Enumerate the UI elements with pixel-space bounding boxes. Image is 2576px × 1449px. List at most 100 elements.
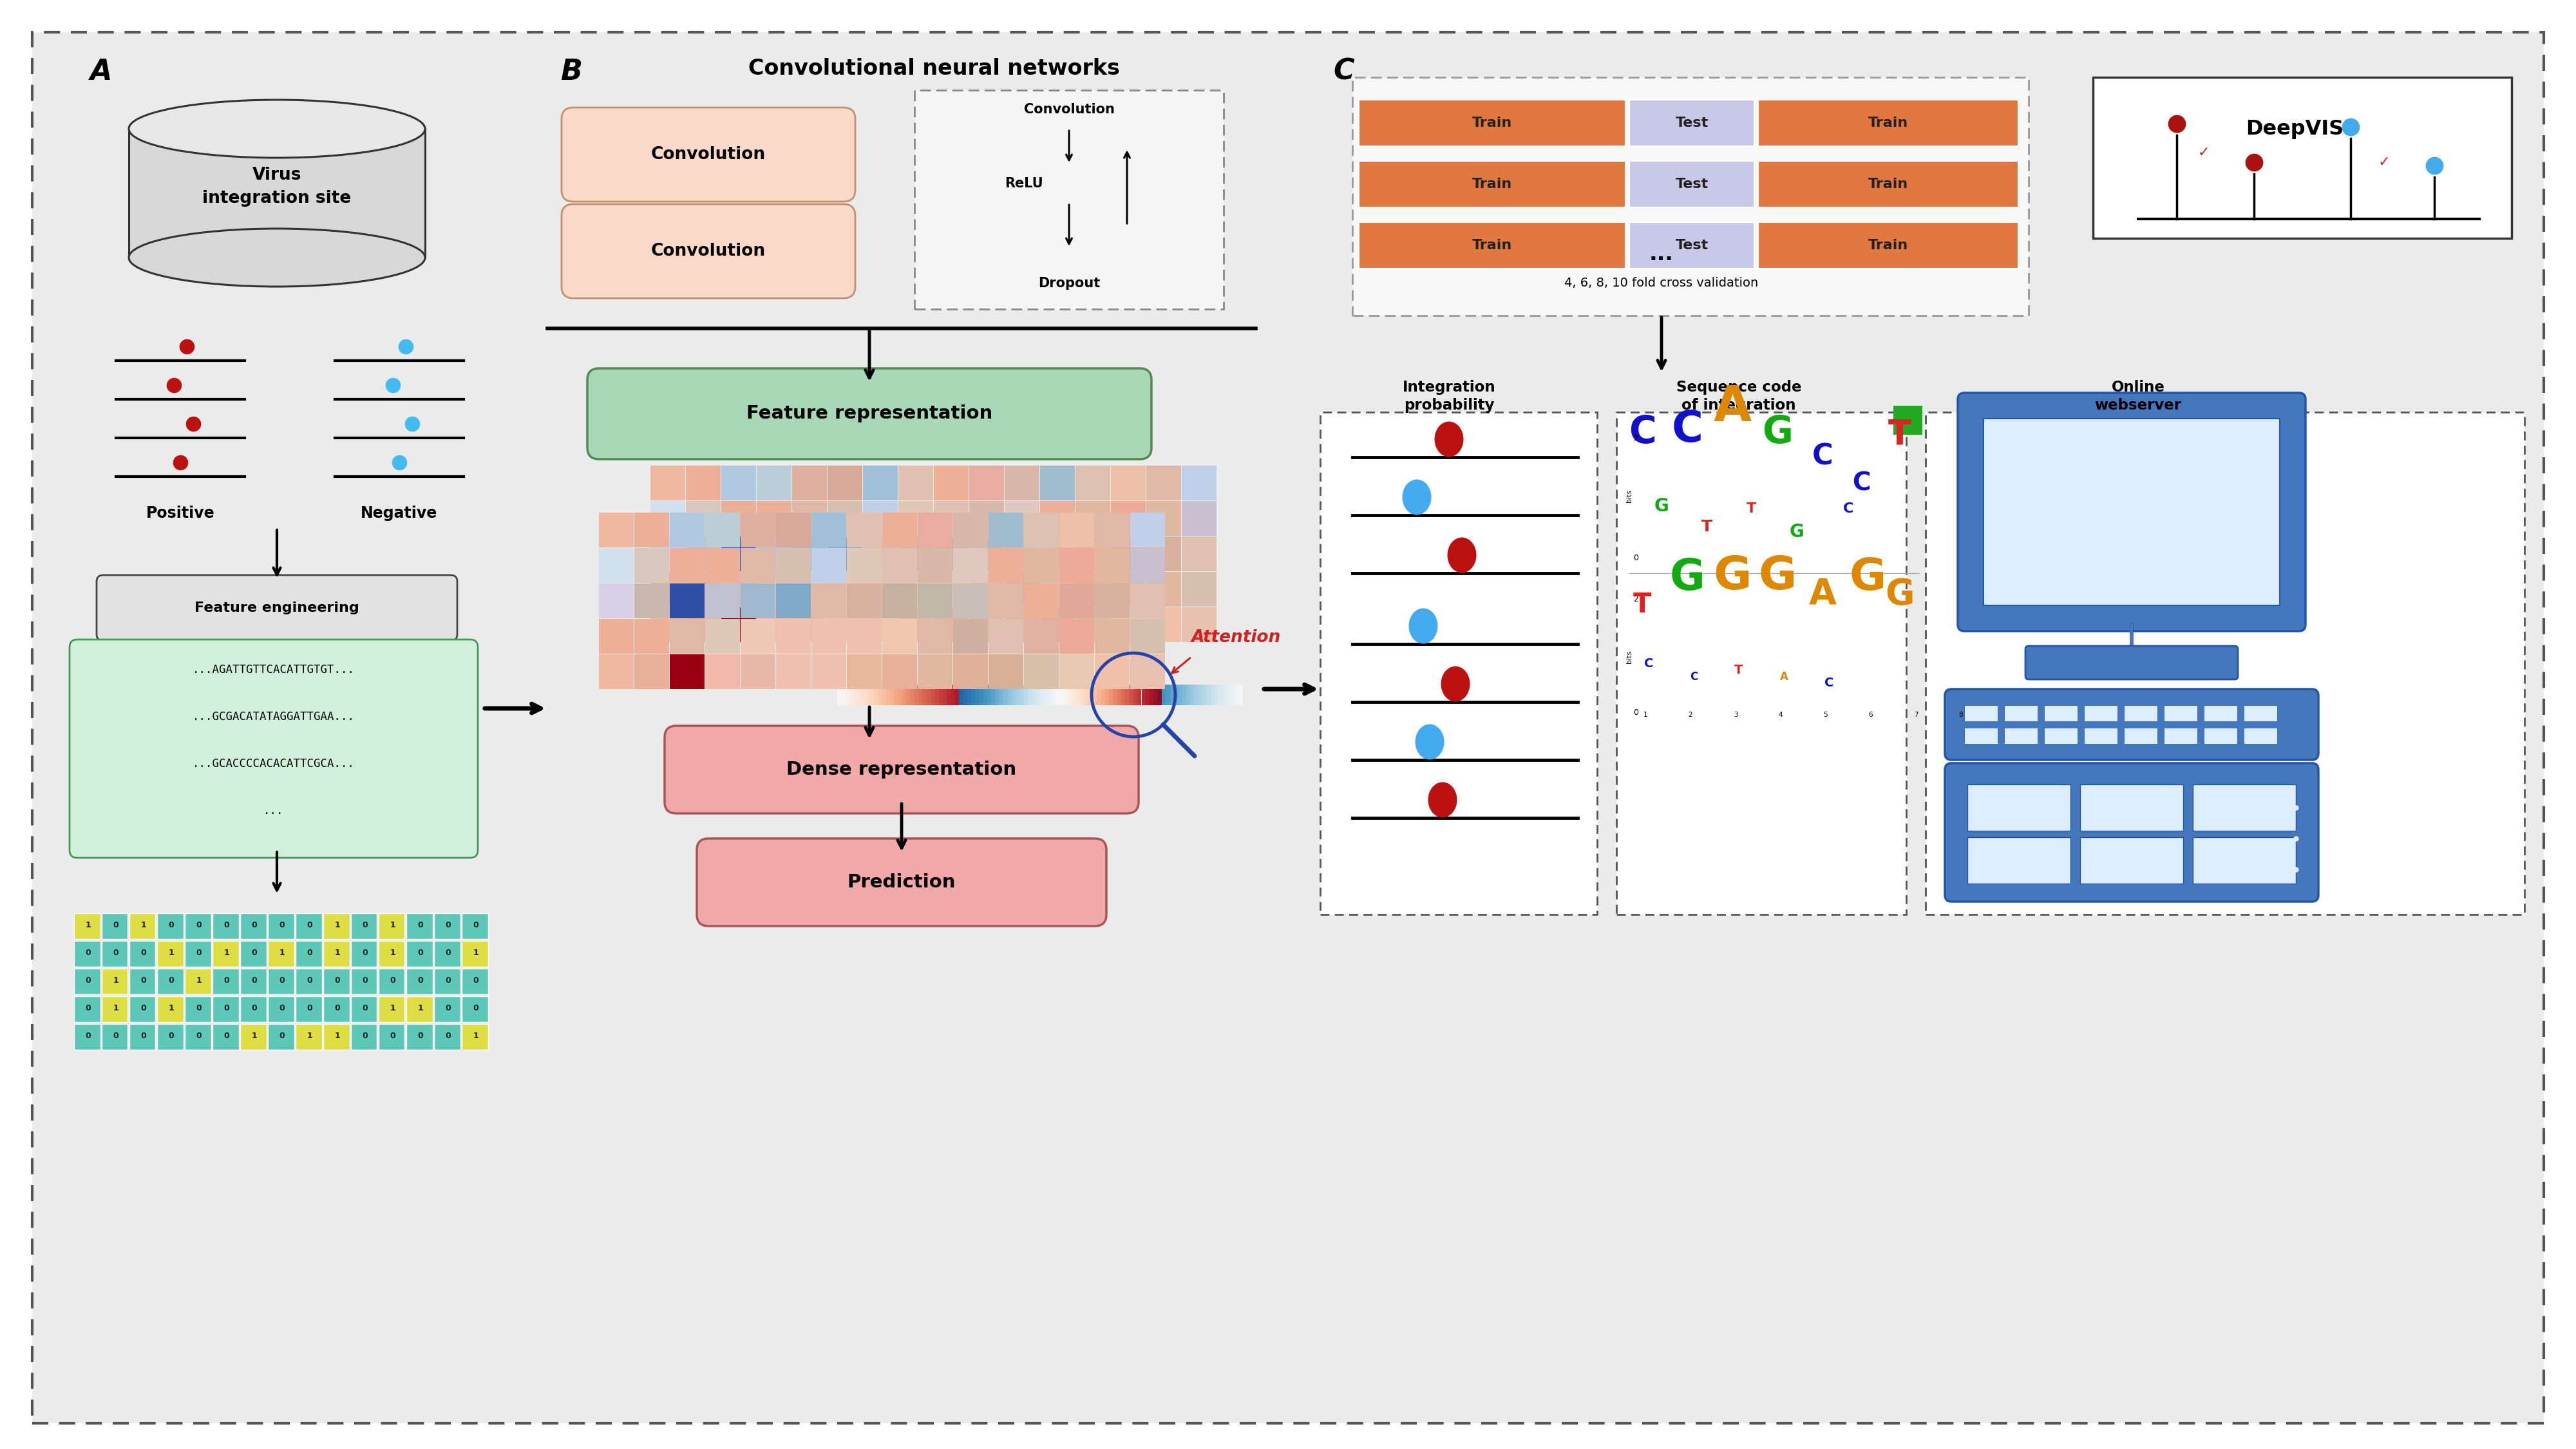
Bar — [1198, 684, 1203, 706]
Bar — [863, 465, 899, 500]
Text: 1: 1 — [1643, 711, 1649, 719]
Text: 2: 2 — [1633, 433, 1638, 442]
Bar — [1360, 222, 1625, 268]
Text: 0: 0 — [113, 1032, 118, 1040]
Bar — [1061, 684, 1064, 706]
Bar — [917, 584, 953, 619]
Ellipse shape — [1427, 782, 1458, 817]
Bar — [1041, 501, 1074, 536]
Bar — [1182, 607, 1216, 642]
Bar — [2192, 838, 2295, 884]
Text: A: A — [90, 58, 113, 85]
Text: 0: 0 — [142, 977, 147, 985]
Bar — [1146, 684, 1149, 706]
Bar — [240, 940, 265, 966]
Ellipse shape — [1448, 538, 1476, 572]
Bar — [930, 684, 935, 706]
Text: 0: 0 — [252, 1004, 258, 1013]
Bar — [827, 465, 863, 500]
Bar — [1023, 684, 1028, 706]
Bar — [989, 619, 1023, 653]
FancyBboxPatch shape — [1945, 764, 2318, 901]
Bar — [185, 995, 211, 1022]
Bar — [933, 465, 969, 500]
Bar — [1056, 684, 1061, 706]
Bar — [1175, 684, 1177, 706]
Bar — [953, 513, 989, 548]
Text: 3: 3 — [1734, 711, 1739, 719]
Bar — [1146, 501, 1180, 536]
Bar — [1077, 572, 1110, 607]
Bar — [100, 940, 129, 966]
Bar — [742, 513, 775, 548]
Text: 0: 0 — [389, 977, 394, 985]
Bar — [1041, 536, 1074, 571]
Bar — [845, 684, 850, 706]
Bar — [989, 584, 1023, 619]
Bar — [670, 548, 706, 582]
Bar — [1005, 465, 1041, 500]
Text: $\checkmark$: $\checkmark$ — [2197, 145, 2208, 158]
Bar — [953, 548, 989, 582]
Bar — [2205, 706, 2239, 722]
FancyBboxPatch shape — [70, 639, 479, 858]
Bar — [407, 940, 433, 966]
Bar — [1095, 548, 1128, 582]
Bar — [670, 584, 706, 619]
Bar — [842, 684, 845, 706]
Bar — [379, 1023, 404, 1049]
Bar — [1012, 684, 1015, 706]
Text: 0: 0 — [417, 1032, 422, 1040]
Bar — [1005, 684, 1007, 706]
Bar — [649, 572, 685, 607]
Bar — [922, 684, 927, 706]
Bar — [325, 995, 350, 1022]
Bar — [1133, 684, 1139, 706]
FancyBboxPatch shape — [1927, 412, 2524, 914]
Bar — [811, 655, 848, 690]
Bar — [969, 536, 1005, 571]
Text: 0: 0 — [278, 1004, 283, 1013]
Bar — [1095, 584, 1128, 619]
Bar — [1041, 684, 1043, 706]
Bar — [1139, 684, 1141, 706]
Bar — [1968, 784, 2071, 830]
Text: Convolution: Convolution — [652, 146, 765, 162]
Text: 1: 1 — [167, 949, 173, 956]
Bar — [917, 513, 953, 548]
Bar — [75, 995, 100, 1022]
Bar — [1005, 607, 1041, 642]
Bar — [863, 607, 899, 642]
Bar — [935, 684, 938, 706]
Bar — [775, 548, 811, 582]
Bar — [969, 465, 1005, 500]
Text: Train: Train — [1471, 239, 1512, 252]
Bar — [1097, 684, 1100, 706]
Text: C: C — [1690, 671, 1698, 682]
Bar — [129, 940, 155, 966]
FancyBboxPatch shape — [1319, 412, 1597, 914]
Text: 0: 0 — [224, 922, 229, 929]
Text: 0: 0 — [446, 977, 451, 985]
Text: ...: ... — [263, 806, 283, 817]
Text: 0: 0 — [278, 977, 283, 985]
Bar — [1028, 684, 1033, 706]
Bar — [1131, 619, 1164, 653]
Bar — [1146, 572, 1180, 607]
Text: G: G — [1713, 555, 1752, 598]
Ellipse shape — [1440, 667, 1471, 701]
Bar — [325, 1023, 350, 1049]
Text: ...AGATTGTTCACATTGTGT...: ...AGATTGTTCACATTGTGT... — [193, 664, 355, 675]
Bar — [1110, 684, 1113, 706]
Text: T: T — [1700, 519, 1713, 535]
Bar — [927, 684, 930, 706]
Bar — [129, 995, 155, 1022]
Bar — [1095, 619, 1128, 653]
Bar — [1020, 684, 1023, 706]
Bar — [858, 684, 860, 706]
Bar — [100, 1023, 129, 1049]
Text: A: A — [1780, 671, 1788, 682]
FancyBboxPatch shape — [562, 107, 855, 201]
Text: 0: 0 — [474, 1004, 479, 1013]
Bar — [185, 968, 211, 994]
